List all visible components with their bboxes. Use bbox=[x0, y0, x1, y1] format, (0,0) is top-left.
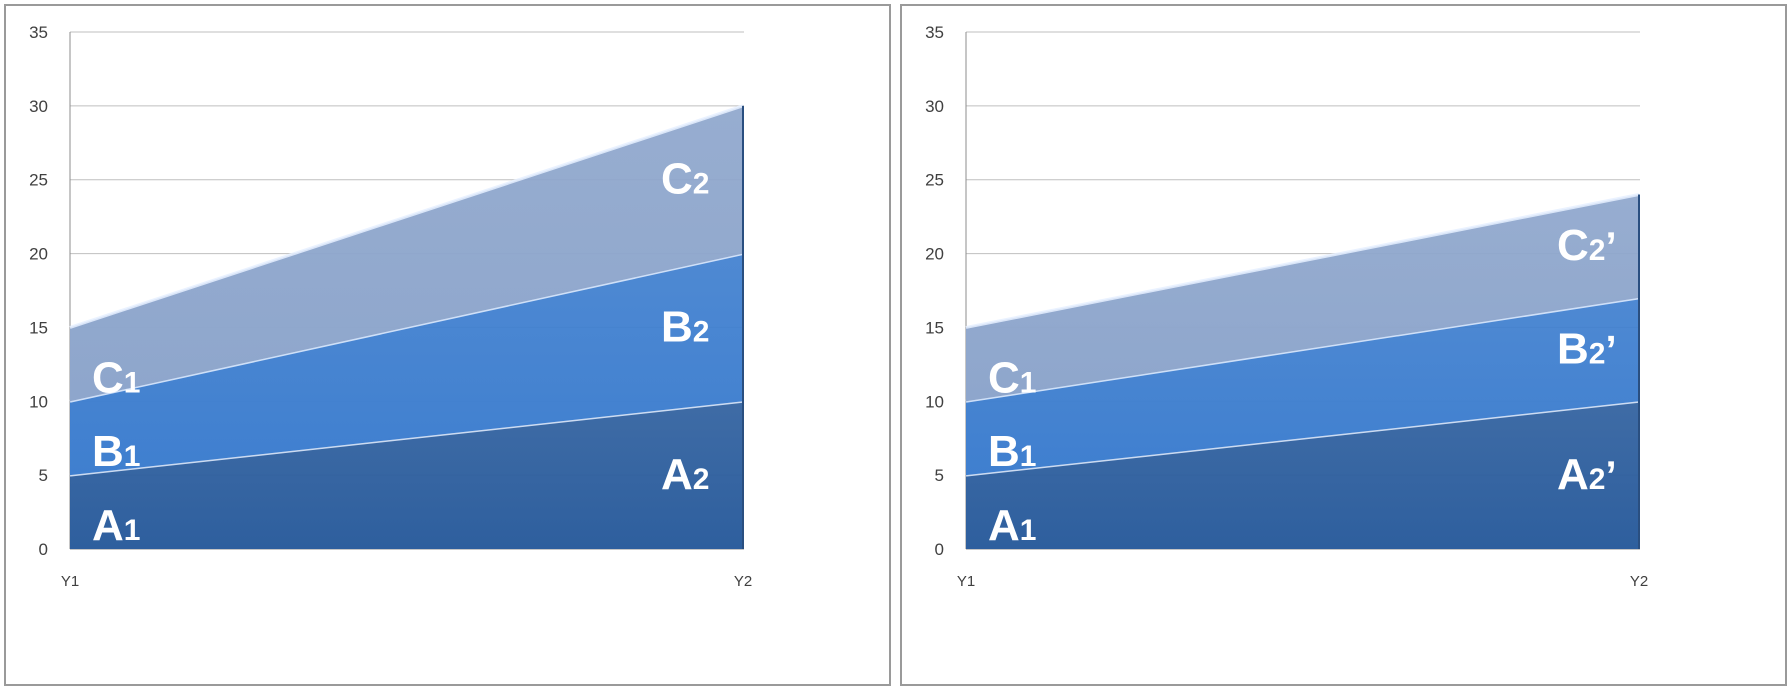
area-series-c bbox=[966, 194, 1639, 402]
region-label-a1: A1 bbox=[92, 501, 140, 550]
region-label-subscript: 1 bbox=[1020, 366, 1037, 399]
region-label-letter: B bbox=[661, 302, 693, 351]
region-label-letter: A bbox=[1557, 450, 1589, 499]
region-label-subscript: 1 bbox=[1020, 440, 1037, 473]
region-label-b1: B1 bbox=[92, 427, 140, 476]
y-tick-label: 10 bbox=[925, 392, 944, 411]
y-tick-label: 15 bbox=[29, 318, 48, 337]
x-tick-label: Y1 bbox=[957, 573, 975, 590]
region-label-subscript: 2 bbox=[693, 463, 710, 496]
region-label-subscript: 2 bbox=[693, 315, 710, 348]
region-label-letter: C bbox=[1557, 221, 1589, 270]
y-tick-label: 15 bbox=[925, 318, 944, 337]
y-tick-label: 25 bbox=[925, 171, 944, 190]
y-tick-label: 35 bbox=[29, 23, 48, 42]
region-label-c2: C2’ bbox=[1557, 221, 1617, 270]
region-label-a1: A1 bbox=[988, 501, 1036, 550]
area-edge-a bbox=[965, 399, 1640, 477]
y-tick-label: 25 bbox=[29, 171, 48, 190]
region-label-b1: B1 bbox=[988, 427, 1036, 476]
region-label-subscript: 1 bbox=[124, 440, 141, 473]
area-edge-c bbox=[965, 193, 1640, 329]
region-label-subscript: 2 bbox=[1589, 338, 1606, 371]
chart-panel-right: 0 5 10 15 20 25 30 35 Y1 Y2 A1 B1 C1 A2’ B2’ C2’ bbox=[900, 4, 1787, 686]
area-series-a bbox=[966, 401, 1639, 549]
y-tick-label: 35 bbox=[925, 23, 944, 42]
region-label-c2: C2 bbox=[661, 155, 709, 204]
region-label-letter: A bbox=[661, 450, 693, 499]
region-label-subscript: 1 bbox=[1020, 514, 1037, 547]
region-label-letter: A bbox=[988, 501, 1020, 550]
area-series-c bbox=[70, 105, 743, 402]
area-edge-b bbox=[965, 296, 1640, 403]
y-tick-label: 20 bbox=[29, 245, 48, 264]
area-edge-a bbox=[69, 399, 744, 477]
area-series-b bbox=[966, 297, 1639, 476]
y-tick-label: 30 bbox=[29, 97, 48, 116]
region-label-prime: ’ bbox=[1605, 225, 1616, 269]
y-tick-label: 0 bbox=[39, 540, 48, 559]
y-tick-label: 0 bbox=[935, 540, 944, 559]
area-series-b bbox=[70, 253, 743, 476]
region-label-b2: B2 bbox=[661, 302, 709, 351]
region-label-c1: C1 bbox=[988, 353, 1036, 402]
region-label-letter: C bbox=[92, 353, 124, 402]
y-tick-label: 30 bbox=[925, 97, 944, 116]
region-label-a2: A2’ bbox=[1557, 450, 1617, 499]
x-tick-label: Y2 bbox=[1630, 573, 1648, 590]
x-tick-label: Y2 bbox=[734, 573, 752, 590]
region-label-letter: B bbox=[92, 427, 124, 476]
region-label-subscript: 2 bbox=[693, 168, 710, 201]
region-label-letter: C bbox=[661, 155, 693, 204]
area-series-a bbox=[70, 401, 743, 549]
region-label-c1: C1 bbox=[92, 353, 140, 402]
region-label-a2: A2 bbox=[661, 450, 709, 499]
region-label-subscript: 2 bbox=[1589, 463, 1606, 496]
y-tick-label: 10 bbox=[29, 392, 48, 411]
area-edge-c bbox=[69, 104, 744, 329]
region-label-prime: ’ bbox=[1605, 329, 1616, 373]
region-label-subscript: 2 bbox=[1589, 234, 1606, 267]
region-label-b2: B2’ bbox=[1557, 325, 1617, 374]
region-label-prime: ’ bbox=[1605, 454, 1616, 498]
region-label-letter: B bbox=[1557, 325, 1589, 374]
chart-panel-left: 0 5 10 15 20 25 30 35 Y1 Y2 A1 B1 C1 A2 B2 C2 bbox=[4, 4, 891, 686]
region-label-subscript: 1 bbox=[124, 514, 141, 547]
region-label-letter: A bbox=[92, 501, 124, 550]
region-label-letter: B bbox=[988, 427, 1020, 476]
y-tick-label: 20 bbox=[925, 245, 944, 264]
y-tick-label: 5 bbox=[935, 466, 944, 485]
y-tick-label: 5 bbox=[39, 466, 48, 485]
region-label-letter: C bbox=[988, 353, 1020, 402]
region-label-subscript: 1 bbox=[124, 366, 141, 399]
x-tick-label: Y1 bbox=[61, 573, 79, 590]
